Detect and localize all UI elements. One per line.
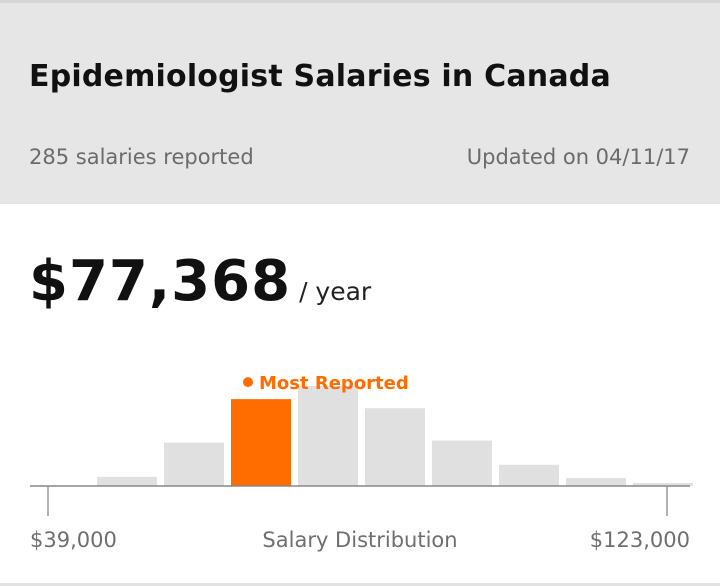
updated-date: Updated on 04/11/17 xyxy=(466,145,690,169)
distribution-bar xyxy=(365,408,425,486)
x-axis-max-label: $123,000 xyxy=(590,528,690,552)
card-header: Epidemiologist Salaries in Canada 285 sa… xyxy=(0,3,720,204)
salary-amount: $77,368 xyxy=(29,249,292,314)
x-axis-min-label: $39,000 xyxy=(30,528,117,552)
average-salary: $77,368/ year xyxy=(29,249,371,314)
salary-distribution-chart: Most Reported $39,000 Salary Distributio… xyxy=(30,373,693,552)
distribution-bar xyxy=(164,442,224,486)
most-reported-bar xyxy=(231,399,291,486)
most-reported-label: Most Reported xyxy=(259,373,409,394)
x-axis-title: Salary Distribution xyxy=(262,528,457,552)
most-reported-dot xyxy=(243,377,253,388)
distribution-bar xyxy=(499,464,559,486)
distribution-bar xyxy=(97,476,157,486)
salary-unit: / year xyxy=(299,277,372,306)
distribution-bar xyxy=(633,482,693,486)
distribution-bar xyxy=(432,440,492,486)
distribution-bar xyxy=(566,477,626,486)
distribution-bar xyxy=(298,386,358,486)
page-title: Epidemiologist Salaries in Canada xyxy=(29,59,611,94)
salaries-reported-count: 285 salaries reported xyxy=(29,145,254,169)
chart-bars xyxy=(97,386,693,486)
